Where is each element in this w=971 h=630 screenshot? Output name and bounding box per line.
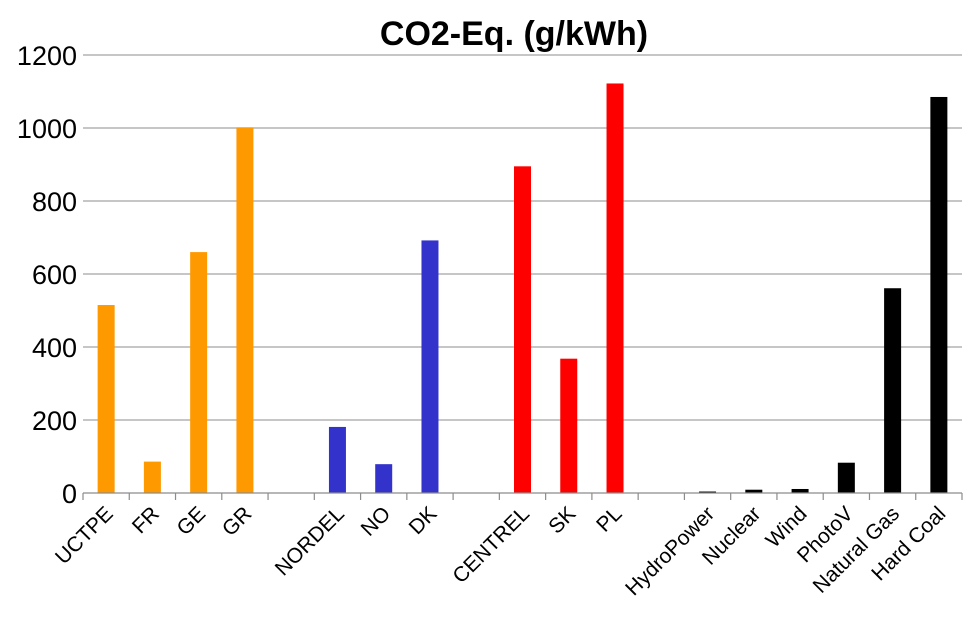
x-tick-label: DK — [405, 502, 442, 539]
bar-centrel — [514, 166, 531, 493]
bar-gr — [236, 127, 254, 494]
bar-no — [375, 464, 393, 493]
bars — [97, 83, 948, 494]
x-tick-label: NO — [357, 502, 396, 541]
bar-photov — [837, 462, 855, 493]
bar-nuclear — [745, 489, 763, 493]
y-tick-label: 1000 — [17, 114, 77, 144]
x-tick-label: FR — [128, 502, 164, 538]
y-tick-label: 200 — [32, 406, 77, 436]
bar-pl — [606, 83, 624, 493]
x-axis — [82, 492, 963, 500]
x-tick-label: SK — [544, 502, 580, 538]
bar-hard-coal — [930, 96, 948, 493]
x-tick-label: CENTREL — [448, 502, 534, 588]
x-tick-label: GE — [172, 502, 210, 540]
bar-ge — [190, 252, 208, 493]
x-axis-labels: UCTPE FR GE GR NORDEL NO DK CENTREL SK PLHydroPow… — [51, 502, 950, 600]
y-tick-label: 600 — [32, 260, 77, 290]
x-tick-label: PL — [592, 502, 626, 536]
chart-title: CO2-Eq. (g/kWh) — [380, 15, 648, 53]
y-tick-label: 0 — [62, 479, 77, 509]
bar-wind — [791, 488, 809, 493]
bar-natural-gas — [884, 288, 902, 493]
y-tick-label: 1200 — [17, 41, 77, 71]
bar-sk — [560, 358, 578, 493]
bar-uctpe — [97, 305, 115, 493]
x-tick-label: GR — [218, 502, 257, 541]
x-tick-label: UCTPE — [51, 502, 118, 569]
y-axis-ticks: 0 200 400 600 800 1000 1200 — [17, 41, 77, 509]
y-tick-label: 400 — [32, 333, 77, 363]
bar-hydropower — [699, 491, 717, 493]
bar-nordel — [328, 426, 346, 493]
bar-fr — [143, 461, 161, 493]
x-tick-label: NORDEL — [271, 502, 349, 580]
y-tick-label: 800 — [32, 187, 77, 217]
bar-dk — [421, 240, 439, 493]
